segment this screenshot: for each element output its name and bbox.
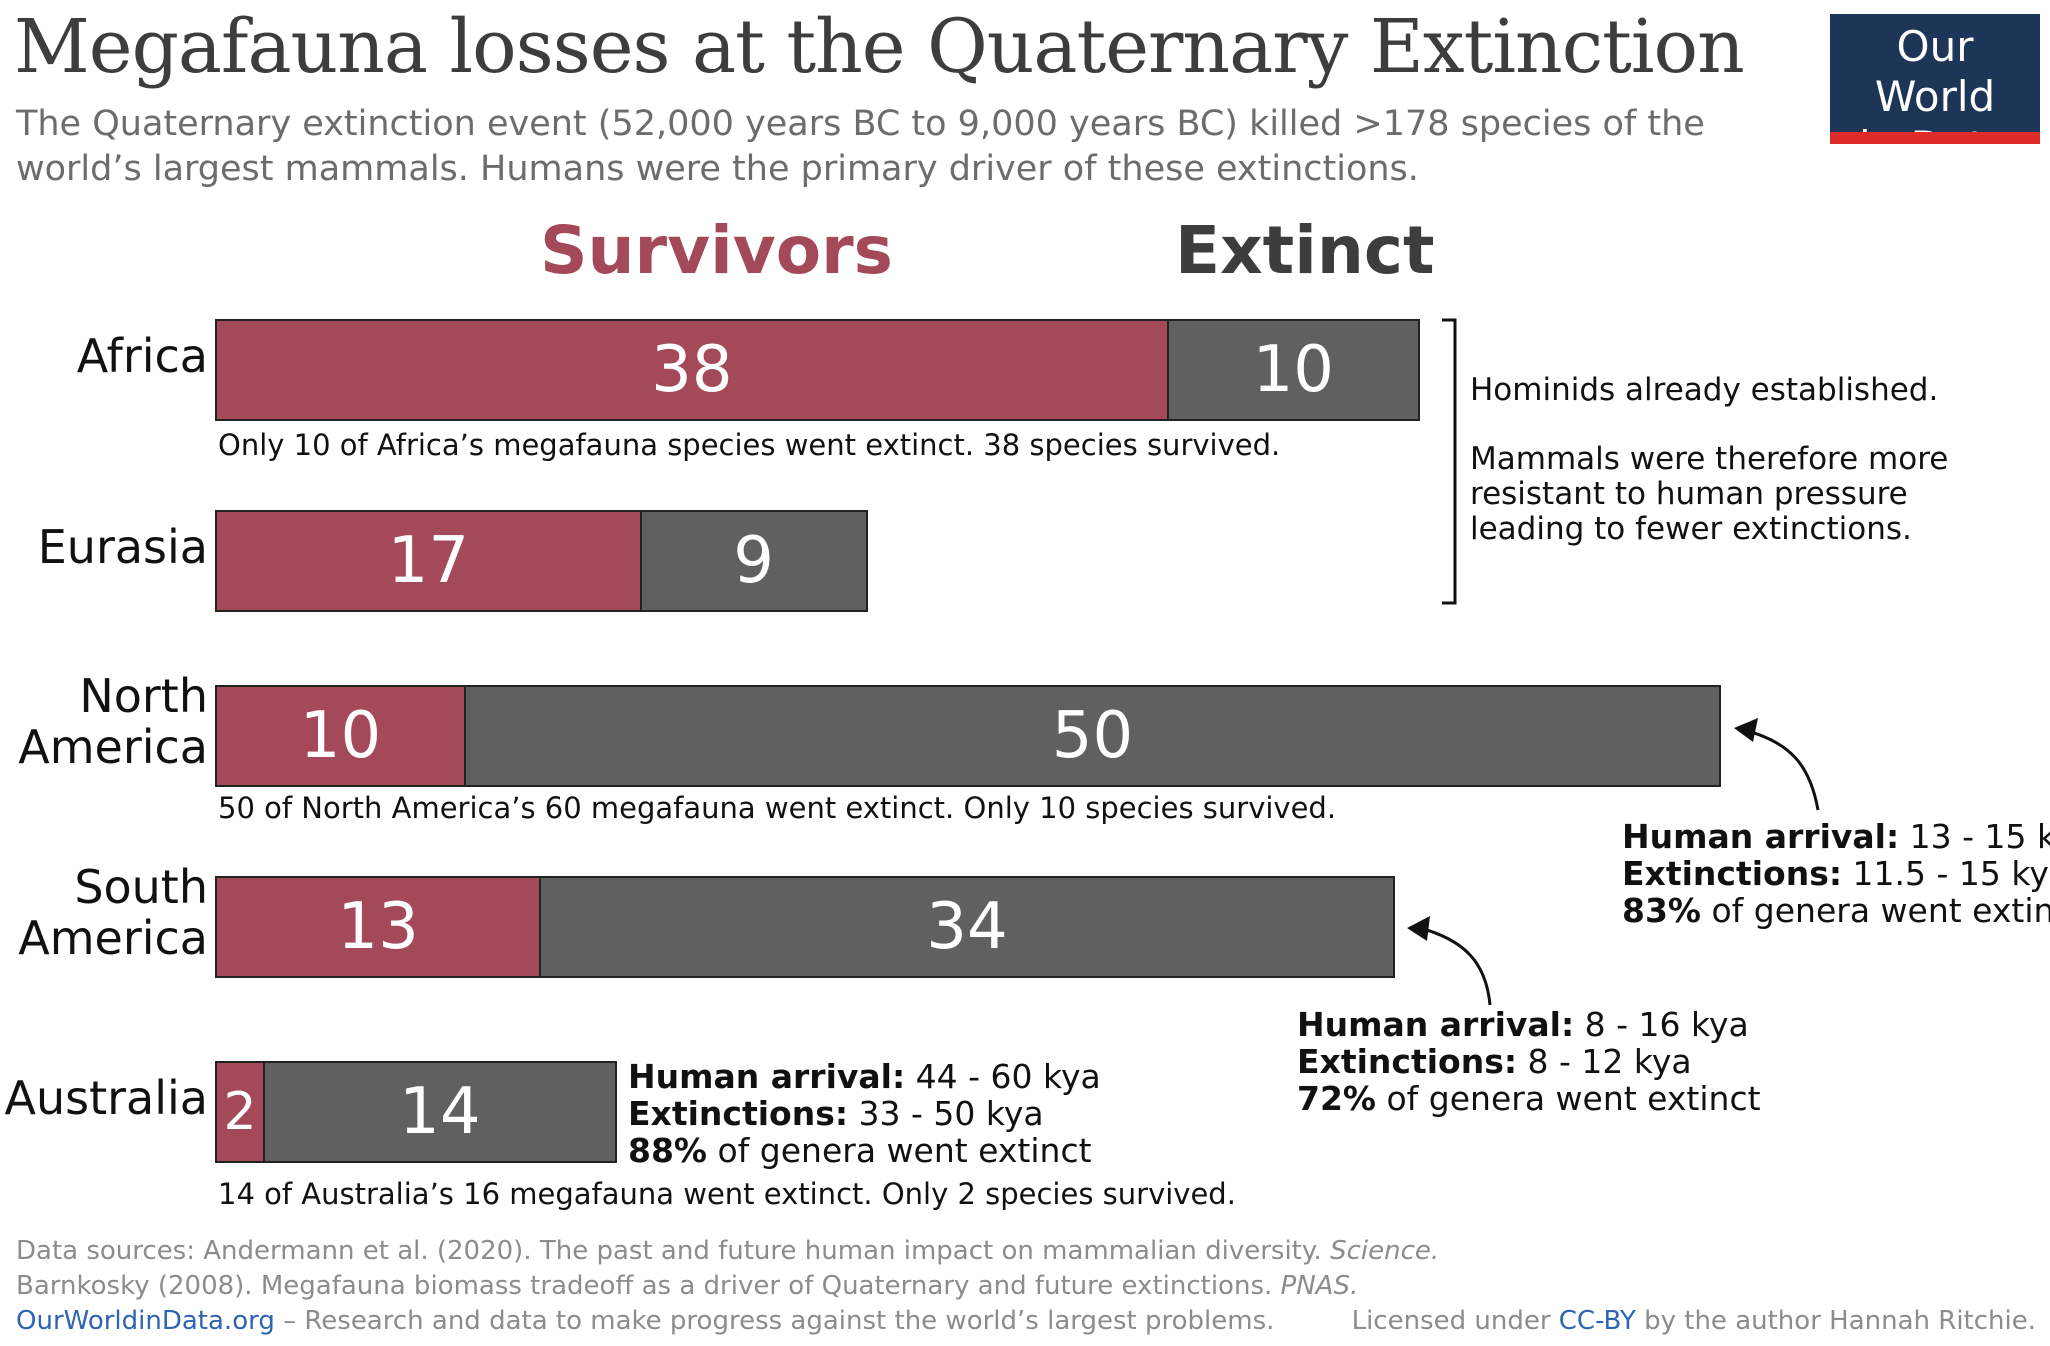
logo-line-1: Our World bbox=[1874, 22, 1996, 121]
au-extinctions: 33 - 50 kya bbox=[848, 1094, 1044, 1133]
value-label-survivors-south-america: 13 bbox=[337, 890, 419, 964]
sa-extinctions: 8 - 12 kya bbox=[1517, 1042, 1692, 1081]
bar-survivors-south-america[interactable]: 13 bbox=[215, 876, 542, 978]
afro-eurasia-note-2: Mammals were therefore more resistant to… bbox=[1470, 441, 1949, 547]
source-2-text: Barnkosky (2008). Megafauna biomass trad… bbox=[16, 1271, 1281, 1301]
au-arrival-label: Human arrival: bbox=[628, 1057, 906, 1096]
survivors-header: Survivors bbox=[540, 212, 893, 289]
region-label-africa: Africa bbox=[76, 328, 208, 383]
na-extinctions: 11.5 - 15 kya bbox=[1842, 854, 2050, 893]
footer-site-line: OurWorldinData.org – Research and data t… bbox=[16, 1306, 1274, 1336]
license-line: Licensed under CC-BY by the author Hanna… bbox=[1352, 1306, 2036, 1336]
au-arrival: 44 - 60 kya bbox=[905, 1057, 1101, 1096]
sa-arrival-label: Human arrival: bbox=[1297, 1005, 1575, 1044]
chart-title: Megafauna losses at the Quaternary Extin… bbox=[14, 4, 1745, 90]
source-line-1: Data sources: Andermann et al. (2020). T… bbox=[16, 1236, 1439, 1266]
afro-eurasia-bracket bbox=[1442, 318, 1457, 605]
au-pct-text: of genera went extinct bbox=[707, 1131, 1092, 1170]
region-label-north-america: North America bbox=[18, 669, 208, 774]
afro-eurasia-note-1: Hominids already established. bbox=[1470, 372, 1939, 408]
na-arrival-label: Human arrival: bbox=[1622, 817, 1900, 856]
value-label-extinct-australia: 14 bbox=[399, 1075, 481, 1149]
license-post: by the author Hannah Ritchie. bbox=[1635, 1306, 2036, 1336]
bar-survivors-africa[interactable]: 38 bbox=[215, 319, 1169, 421]
region-label-eurasia: Eurasia bbox=[37, 519, 208, 574]
license-pre: Licensed under bbox=[1351, 1306, 1559, 1336]
owid-site-link[interactable]: OurWorldinData.org bbox=[16, 1306, 275, 1336]
au-extinctions-label: Extinctions: bbox=[628, 1094, 849, 1133]
na-arrival: 13 - 15 kya bbox=[1909, 817, 2050, 856]
value-label-extinct-south-america: 34 bbox=[926, 890, 1008, 964]
bar-extinct-eurasia[interactable]: 9 bbox=[639, 510, 868, 612]
chart-subtitle: The Quaternary extinction event (52,000 … bbox=[16, 104, 1705, 189]
north-america-annotation: Human arrival: 13 - 15 kya Extinctions: … bbox=[1622, 818, 2050, 929]
region-label-south-america: South America bbox=[18, 860, 208, 965]
sa-pct-text: of genera went extinct bbox=[1376, 1079, 1761, 1118]
value-label-extinct-africa: 10 bbox=[1252, 333, 1335, 407]
sa-extinctions-label: Extinctions: bbox=[1297, 1042, 1518, 1081]
bar-extinct-africa[interactable]: 10 bbox=[1166, 319, 1420, 421]
south-america-annotation: Human arrival: 8 - 16 kya Extinctions: 8… bbox=[1297, 1006, 1761, 1117]
value-label-extinct-eurasia: 9 bbox=[733, 524, 774, 598]
value-label-survivors-north-america: 10 bbox=[299, 699, 382, 773]
sa-arrow-head bbox=[1407, 916, 1430, 941]
value-label-survivors-africa: 38 bbox=[651, 333, 733, 407]
source-1-journal: Science. bbox=[1330, 1236, 1440, 1266]
bar-survivors-eurasia[interactable]: 17 bbox=[215, 510, 642, 612]
bar-extinct-australia[interactable]: 14 bbox=[263, 1061, 617, 1163]
sa-pct: 72% bbox=[1297, 1079, 1376, 1118]
sa-arrow-line bbox=[1419, 926, 1492, 1006]
na-extinctions-label: Extinctions: bbox=[1622, 854, 1843, 893]
logo-text: Our World in Data bbox=[1830, 22, 2040, 172]
source-line-2: Barnkosky (2008). Megafauna biomass trad… bbox=[16, 1271, 1358, 1301]
na-pct-text: of genera went extinct bbox=[1701, 891, 2050, 930]
na-pct: 83% bbox=[1622, 891, 1701, 930]
footer-tagline: – Research and data to make progress aga… bbox=[274, 1306, 1275, 1336]
note-africa: Only 10 of Africa’s megafauna species we… bbox=[218, 428, 1281, 462]
note-australia: 14 of Australia’s 16 megafauna went exti… bbox=[218, 1177, 1236, 1211]
bar-extinct-north-america[interactable]: 50 bbox=[464, 685, 1721, 787]
owid-logo[interactable]: Our World in Data bbox=[1830, 14, 2040, 171]
value-label-extinct-north-america: 50 bbox=[1051, 699, 1134, 773]
logo-line-2: in Data bbox=[1859, 122, 2011, 171]
bar-survivors-north-america[interactable]: 10 bbox=[215, 685, 466, 787]
source-2-journal: PNAS. bbox=[1280, 1271, 1359, 1301]
cc-by-link[interactable]: CC-BY bbox=[1558, 1306, 1636, 1336]
bar-extinct-south-america[interactable]: 34 bbox=[539, 876, 1395, 978]
value-label-survivors-australia: 2 bbox=[223, 1082, 257, 1142]
na-arrow-head bbox=[1734, 718, 1758, 742]
region-label-australia: Australia bbox=[4, 1070, 208, 1125]
extinct-header: Extinct bbox=[1175, 212, 1435, 289]
logo-accent-bar bbox=[1830, 132, 2040, 144]
au-pct: 88% bbox=[628, 1131, 707, 1170]
note-north-america: 50 of North America’s 60 megafauna went … bbox=[218, 791, 1337, 825]
value-label-survivors-eurasia: 17 bbox=[387, 524, 470, 598]
australia-annotation: Human arrival: 44 - 60 kya Extinctions: … bbox=[628, 1058, 1101, 1169]
na-arrow-line bbox=[1743, 728, 1820, 811]
source-1-text: Data sources: Andermann et al. (2020). T… bbox=[16, 1236, 1331, 1266]
sa-arrival: 8 - 16 kya bbox=[1574, 1005, 1749, 1044]
